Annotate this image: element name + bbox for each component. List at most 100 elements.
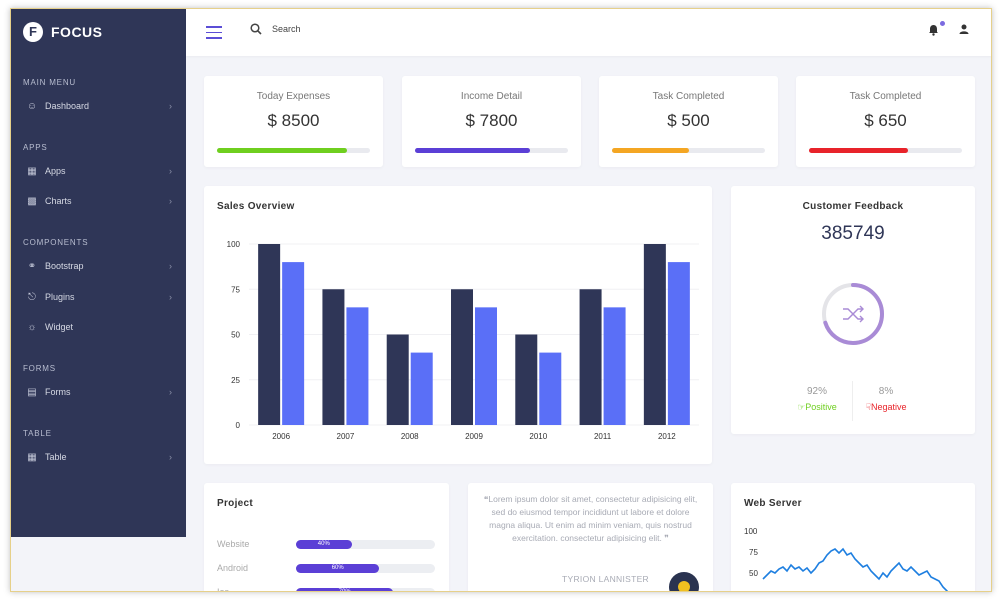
sidebar-item-label: Widget <box>45 322 74 332</box>
project-row: Ios 70% <box>217 587 447 592</box>
bar-2008-series2[interactable] <box>410 352 433 425</box>
bar-2009-series1[interactable] <box>451 289 473 425</box>
stat-value: $ 500 <box>667 111 710 130</box>
bar-2010-series2[interactable] <box>539 352 562 425</box>
y-tick-label: 100 <box>227 240 241 249</box>
feedback-negative: 8% ☟Negative <box>846 386 926 413</box>
user-icon[interactable] <box>959 24 969 38</box>
bar-2006-series2[interactable] <box>282 262 305 425</box>
sidebar-item-widget[interactable]: ☼ Widget <box>11 317 186 337</box>
sidebar-item-bootstrap[interactable]: ⚭ Bootstrap › <box>11 256 186 276</box>
project-progress-fill: 40% <box>296 540 352 549</box>
hamburger-menu-icon[interactable] <box>206 26 222 43</box>
bar-chart-icon: ▩ <box>27 195 37 207</box>
sidebar-section-title: COMPONENTS <box>23 238 89 247</box>
sidebar-section-title: TABLE <box>23 429 52 438</box>
x-tick-label: 2009 <box>465 432 483 441</box>
sidebar-item-dashboard[interactable]: ☺ Dashboard › <box>11 96 186 116</box>
stat-label: Task Completed <box>849 91 922 102</box>
sales-overview-title: Sales Overview <box>217 201 295 212</box>
project-progress-bar: 60% <box>296 564 435 573</box>
positive-percent: 92% <box>806 386 827 397</box>
stat-progress-bar <box>809 148 962 153</box>
chevron-right-icon: › <box>169 101 172 111</box>
bar-2011-series1[interactable] <box>579 289 602 425</box>
project-title: Project <box>217 498 254 509</box>
feedback-ring <box>822 283 884 345</box>
stat-value: $ 8500 <box>267 111 320 130</box>
sidebar-item-label: Table <box>45 452 67 462</box>
stat-label: Task Completed <box>652 91 725 102</box>
search-bar[interactable]: Search <box>250 23 301 35</box>
stat-card: Task Completed $ 500 <box>599 76 778 167</box>
bar-2009-series2[interactable] <box>475 307 497 425</box>
sidebar-item-table[interactable]: ▦ Table › <box>11 447 186 467</box>
project-progress-bar: 40% <box>296 540 435 549</box>
topbar: Search <box>186 9 991 56</box>
web-server-ytick: 50 <box>749 569 758 578</box>
bar-2012-series2[interactable] <box>667 262 690 425</box>
testimonial-author: TYRION LANNISTER <box>562 574 649 584</box>
stat-progress-fill <box>217 148 348 153</box>
y-tick-label: 75 <box>231 285 240 294</box>
sidebar-item-charts[interactable]: ▩ Charts › <box>11 191 186 211</box>
stat-progress-bar <box>217 148 370 153</box>
negative-percent: 8% <box>878 386 894 397</box>
stat-progress-bar <box>612 148 765 153</box>
chevron-right-icon: › <box>169 196 172 206</box>
shuffle-icon <box>843 305 864 323</box>
x-tick-label: 2007 <box>337 432 355 441</box>
x-tick-label: 2006 <box>272 432 290 441</box>
bar-2008-series1[interactable] <box>386 334 409 426</box>
sidebar-item-forms[interactable]: ▤ Forms › <box>11 382 186 402</box>
thumbs-down-icon: ☟ <box>865 402 871 412</box>
sidebar-item-apps[interactable]: ▦ Apps › <box>11 161 186 181</box>
web-server-ytick: 100 <box>744 527 758 536</box>
open-quote-icon: ❝ <box>483 494 489 504</box>
feedback-positive: 92% ☞Positive <box>777 386 857 413</box>
form-icon: ▤ <box>27 386 37 398</box>
y-tick-label: 25 <box>231 376 240 385</box>
web-server-card: Web Server 100 75 50 <box>731 483 975 591</box>
project-name: Ios <box>217 587 230 592</box>
stat-progress-fill <box>809 148 909 153</box>
x-tick-label: 2011 <box>594 432 612 441</box>
testimonial-card: ❝Lorem ipsum dolor sit amet, consectetur… <box>468 483 713 591</box>
y-tick-label: 50 <box>231 331 240 340</box>
project-row: Android 60% <box>217 563 447 575</box>
sidebar-item-label: Charts <box>45 196 72 206</box>
project-name: Website <box>217 539 250 549</box>
project-row: Website 40% <box>217 539 447 551</box>
x-tick-label: 2010 <box>529 432 547 441</box>
bar-2007-series1[interactable] <box>322 289 345 425</box>
customer-feedback-card: Customer Feedback 385749 92% ☞Positive 8… <box>731 186 975 434</box>
bar-2010-series1[interactable] <box>515 334 538 426</box>
bar-2011-series2[interactable] <box>603 307 626 425</box>
web-server-line-chart <box>762 547 949 591</box>
stat-label: Income Detail <box>460 91 523 102</box>
widget-icon: ☼ <box>27 321 37 333</box>
negative-label: Negative <box>870 402 907 412</box>
dashboard-frame: F FOCUS MAIN MENU ☺ Dashboard › APPS ▦ Apps › ▩ C… <box>10 8 992 592</box>
bar-2007-series2[interactable] <box>346 307 369 425</box>
x-tick-label: 2012 <box>658 432 676 441</box>
bar-2012-series1[interactable] <box>643 244 666 425</box>
sidebar-item-label: Bootstrap <box>45 261 84 271</box>
feedback-divider <box>852 381 853 421</box>
search-input[interactable]: Search <box>272 24 301 34</box>
project-name: Android <box>217 563 249 573</box>
close-quote-icon: ❞ <box>664 533 669 543</box>
sidebar-item-label: Plugins <box>45 292 75 302</box>
bell-icon[interactable] <box>928 24 939 39</box>
stat-card: Task Completed $ 650 <box>796 76 975 167</box>
sidebar-section-title: FORMS <box>23 364 56 373</box>
brand[interactable]: F FOCUS <box>11 9 186 54</box>
sidebar-item-plugins[interactable]: ⎋ Plugins › <box>11 287 186 307</box>
avatar <box>669 572 699 591</box>
project-progress-fill: 60% <box>296 564 380 573</box>
bar-2006-series1[interactable] <box>258 244 281 425</box>
sidebar: F FOCUS MAIN MENU ☺ Dashboard › APPS ▦ Apps › ▩ C… <box>11 9 186 537</box>
globe-icon: ⚭ <box>27 260 37 272</box>
stat-progress-bar <box>415 148 568 153</box>
stat-value: $ 7800 <box>465 111 518 130</box>
